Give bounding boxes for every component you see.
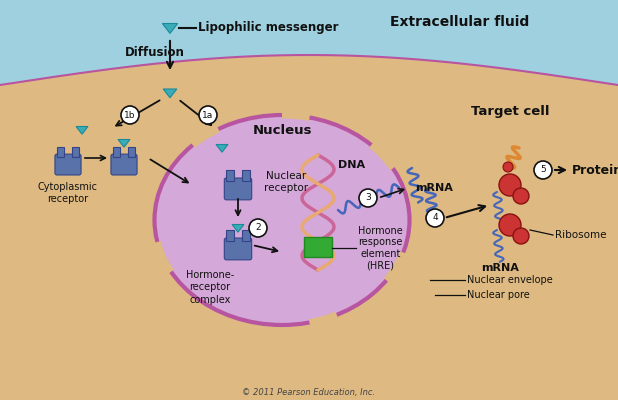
Text: Target cell: Target cell (471, 106, 549, 118)
Text: 1b: 1b (124, 110, 136, 120)
Bar (57, 147, 64, 157)
Text: Proteins: Proteins (572, 164, 618, 176)
Bar (242, 170, 250, 181)
Circle shape (249, 219, 267, 237)
Text: Nuclear envelope: Nuclear envelope (467, 275, 552, 285)
Bar (226, 170, 234, 181)
Polygon shape (163, 89, 177, 98)
Text: mRNA: mRNA (481, 263, 519, 273)
Text: Diffusion: Diffusion (125, 46, 185, 58)
Text: 5: 5 (540, 166, 546, 174)
Bar (242, 230, 250, 241)
Text: 2: 2 (255, 224, 261, 232)
Bar (72, 147, 79, 157)
Circle shape (534, 161, 552, 179)
FancyBboxPatch shape (224, 238, 252, 260)
Circle shape (121, 106, 139, 124)
Polygon shape (118, 140, 130, 147)
Text: DNA: DNA (338, 160, 365, 170)
Circle shape (426, 209, 444, 227)
FancyBboxPatch shape (111, 154, 137, 175)
Polygon shape (216, 144, 228, 152)
Bar (113, 147, 120, 157)
Text: © 2011 Pearson Education, Inc.: © 2011 Pearson Education, Inc. (242, 388, 376, 398)
Bar (304, 237, 332, 257)
Text: Nuclear
receptor: Nuclear receptor (264, 171, 308, 193)
Circle shape (199, 106, 217, 124)
Text: Hormone
response
element
(HRE): Hormone response element (HRE) (358, 226, 403, 270)
FancyBboxPatch shape (224, 178, 252, 200)
Circle shape (513, 228, 529, 244)
Polygon shape (232, 224, 244, 232)
Circle shape (499, 214, 521, 236)
Circle shape (503, 162, 513, 172)
Text: Ribosome: Ribosome (555, 230, 606, 240)
Text: Nuclear pore: Nuclear pore (467, 290, 530, 300)
Polygon shape (76, 126, 88, 134)
Text: Cytoplasmic
receptor: Cytoplasmic receptor (38, 182, 98, 204)
Polygon shape (163, 24, 177, 33)
Circle shape (513, 188, 529, 204)
Text: mRNA: mRNA (415, 183, 453, 193)
Text: 1a: 1a (202, 110, 214, 120)
Text: Extracellular fluid: Extracellular fluid (391, 15, 530, 29)
Ellipse shape (154, 115, 410, 325)
Text: Hormone-
receptor
complex: Hormone- receptor complex (186, 270, 234, 305)
Bar (226, 230, 234, 241)
Circle shape (499, 174, 521, 196)
Circle shape (359, 189, 377, 207)
Bar (128, 147, 135, 157)
Text: Nucleus: Nucleus (252, 124, 311, 136)
FancyBboxPatch shape (55, 154, 81, 175)
Text: Lipophilic messenger: Lipophilic messenger (198, 22, 339, 34)
Text: 3: 3 (365, 194, 371, 202)
Text: 4: 4 (432, 214, 438, 222)
